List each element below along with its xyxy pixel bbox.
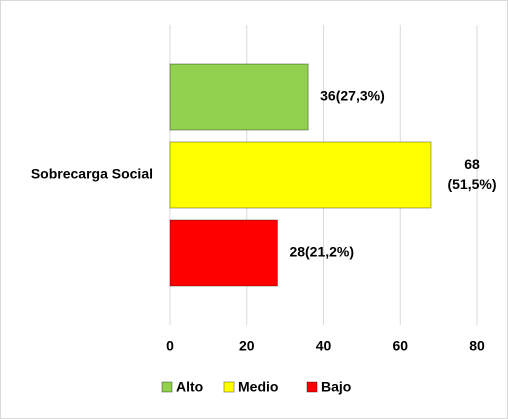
x-tick-label: 60 [392,338,408,354]
x-tick-label: 20 [239,338,255,354]
y-tick-label: Sobrecarga Social [31,166,153,182]
bar [169,141,432,209]
legend-label: Bajo [321,379,351,395]
value-label: 36(27,3%) [320,88,385,104]
value-label: 28(21,2%) [289,244,354,260]
bar [169,63,309,131]
x-tick-label: 0 [166,338,174,354]
legend-label: Alto [176,379,203,395]
x-tick-label: 80 [469,338,485,354]
legend-swatch [306,381,318,393]
legend-swatch [223,381,235,393]
value-label: 68 (51,5%) [447,156,496,192]
bar [169,219,278,287]
x-tick-label: 40 [316,338,332,354]
legend-label: Medio [238,379,278,395]
legend-swatch [161,381,173,393]
